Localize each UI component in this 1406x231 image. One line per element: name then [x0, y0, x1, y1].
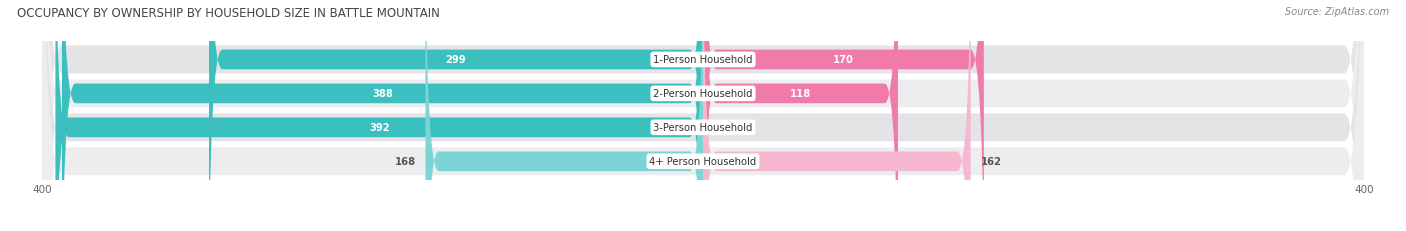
Text: 162: 162: [980, 157, 1001, 167]
FancyBboxPatch shape: [703, 0, 898, 231]
Text: OCCUPANCY BY OWNERSHIP BY HOUSEHOLD SIZE IN BATTLE MOUNTAIN: OCCUPANCY BY OWNERSHIP BY HOUSEHOLD SIZE…: [17, 7, 440, 20]
Text: 3-Person Household: 3-Person Household: [654, 123, 752, 133]
FancyBboxPatch shape: [426, 0, 703, 231]
FancyBboxPatch shape: [209, 0, 703, 231]
FancyBboxPatch shape: [42, 0, 1364, 231]
FancyBboxPatch shape: [62, 0, 703, 231]
Text: 118: 118: [790, 89, 811, 99]
FancyBboxPatch shape: [42, 0, 1364, 231]
FancyBboxPatch shape: [55, 0, 703, 231]
Text: 0: 0: [716, 123, 723, 133]
Text: 392: 392: [368, 123, 389, 133]
Text: 1-Person Household: 1-Person Household: [654, 55, 752, 65]
FancyBboxPatch shape: [703, 0, 970, 231]
Text: 4+ Person Household: 4+ Person Household: [650, 157, 756, 167]
Text: 170: 170: [832, 55, 853, 65]
FancyBboxPatch shape: [703, 0, 984, 231]
FancyBboxPatch shape: [42, 0, 1364, 231]
Text: 168: 168: [395, 157, 416, 167]
FancyBboxPatch shape: [42, 0, 1364, 231]
Text: 388: 388: [373, 89, 392, 99]
Text: 299: 299: [446, 55, 467, 65]
Text: Source: ZipAtlas.com: Source: ZipAtlas.com: [1285, 7, 1389, 17]
Text: 2-Person Household: 2-Person Household: [654, 89, 752, 99]
